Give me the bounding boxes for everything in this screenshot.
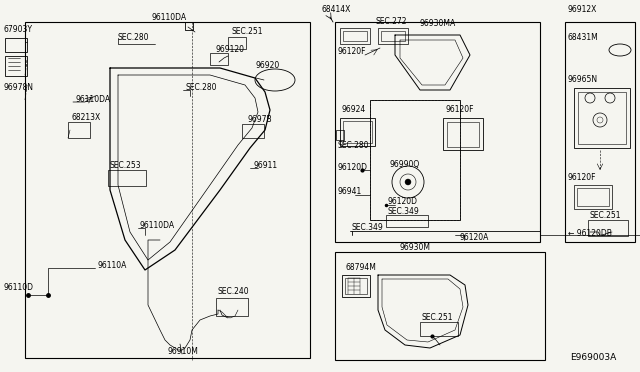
Bar	[370, 100, 460, 220]
Bar	[386, 215, 428, 227]
Text: 96120F: 96120F	[338, 48, 367, 57]
Bar	[228, 37, 246, 49]
Bar	[574, 88, 630, 148]
Bar	[378, 28, 408, 44]
Bar	[443, 118, 483, 150]
Text: 969120: 969120	[216, 45, 245, 55]
Bar	[5, 56, 27, 76]
Text: 96911: 96911	[254, 160, 278, 170]
Text: 96120F: 96120F	[445, 106, 474, 115]
Text: 96110A: 96110A	[98, 260, 127, 269]
Text: 96120D: 96120D	[338, 164, 368, 173]
Bar	[381, 31, 405, 41]
Bar	[447, 122, 479, 147]
Bar	[5, 38, 27, 52]
Bar	[345, 278, 367, 294]
Bar	[25, 22, 310, 358]
Text: 96978N: 96978N	[3, 83, 33, 93]
Bar	[335, 252, 545, 360]
Bar	[343, 121, 372, 143]
Bar	[588, 220, 628, 236]
Text: 96110DA: 96110DA	[152, 13, 187, 22]
Text: ← 96120DB: ← 96120DB	[568, 230, 612, 238]
Text: SEC.280: SEC.280	[185, 83, 216, 93]
Bar	[565, 22, 635, 242]
Text: 96120D: 96120D	[388, 198, 418, 206]
Text: SEC.272: SEC.272	[375, 17, 406, 26]
Bar	[420, 322, 458, 336]
Bar	[336, 130, 344, 140]
Bar	[108, 170, 146, 186]
Text: SEC.251: SEC.251	[232, 28, 264, 36]
Text: 96990Q: 96990Q	[390, 160, 420, 170]
Text: 68431M: 68431M	[568, 33, 599, 42]
Text: 9697B: 9697B	[248, 115, 273, 125]
Bar	[335, 22, 540, 242]
Circle shape	[405, 179, 411, 185]
Bar	[216, 298, 248, 316]
Text: 96910M: 96910M	[168, 347, 199, 356]
Text: E969003A: E969003A	[570, 353, 616, 362]
Bar	[578, 92, 626, 144]
Text: 96110DA: 96110DA	[140, 221, 175, 230]
Bar	[210, 53, 228, 65]
Text: 96110DA: 96110DA	[75, 96, 110, 105]
Text: 68794M: 68794M	[345, 263, 376, 273]
Bar	[340, 118, 375, 146]
Bar	[342, 275, 370, 297]
Bar	[68, 122, 90, 138]
Text: 96924: 96924	[342, 106, 366, 115]
Bar	[340, 28, 370, 44]
Text: SEC.253: SEC.253	[110, 160, 141, 170]
Text: 96110D: 96110D	[3, 283, 33, 292]
Text: 67903Y: 67903Y	[3, 26, 32, 35]
Text: 96930MA: 96930MA	[420, 19, 456, 29]
Bar	[343, 31, 367, 41]
Bar	[574, 185, 612, 209]
Text: 68213X: 68213X	[72, 113, 101, 122]
Text: SEC.240: SEC.240	[218, 288, 250, 296]
Text: 96941: 96941	[338, 187, 362, 196]
Bar	[577, 188, 609, 206]
Text: 96920: 96920	[255, 61, 279, 70]
Text: SEC.349: SEC.349	[352, 224, 384, 232]
Bar	[242, 124, 264, 138]
Text: 96930M: 96930M	[400, 244, 431, 253]
Text: 96120A: 96120A	[460, 234, 490, 243]
Text: 96965N: 96965N	[568, 76, 598, 84]
Text: 96912X: 96912X	[568, 6, 597, 15]
Text: SEC.280: SEC.280	[118, 33, 150, 42]
Text: SEC.251: SEC.251	[590, 211, 621, 219]
Text: 68414X: 68414X	[322, 6, 351, 15]
Text: SEC.349: SEC.349	[388, 208, 420, 217]
Text: SEC.251: SEC.251	[422, 314, 454, 323]
Text: 96120F: 96120F	[568, 173, 596, 183]
Text: SEC.280: SEC.280	[338, 141, 369, 150]
